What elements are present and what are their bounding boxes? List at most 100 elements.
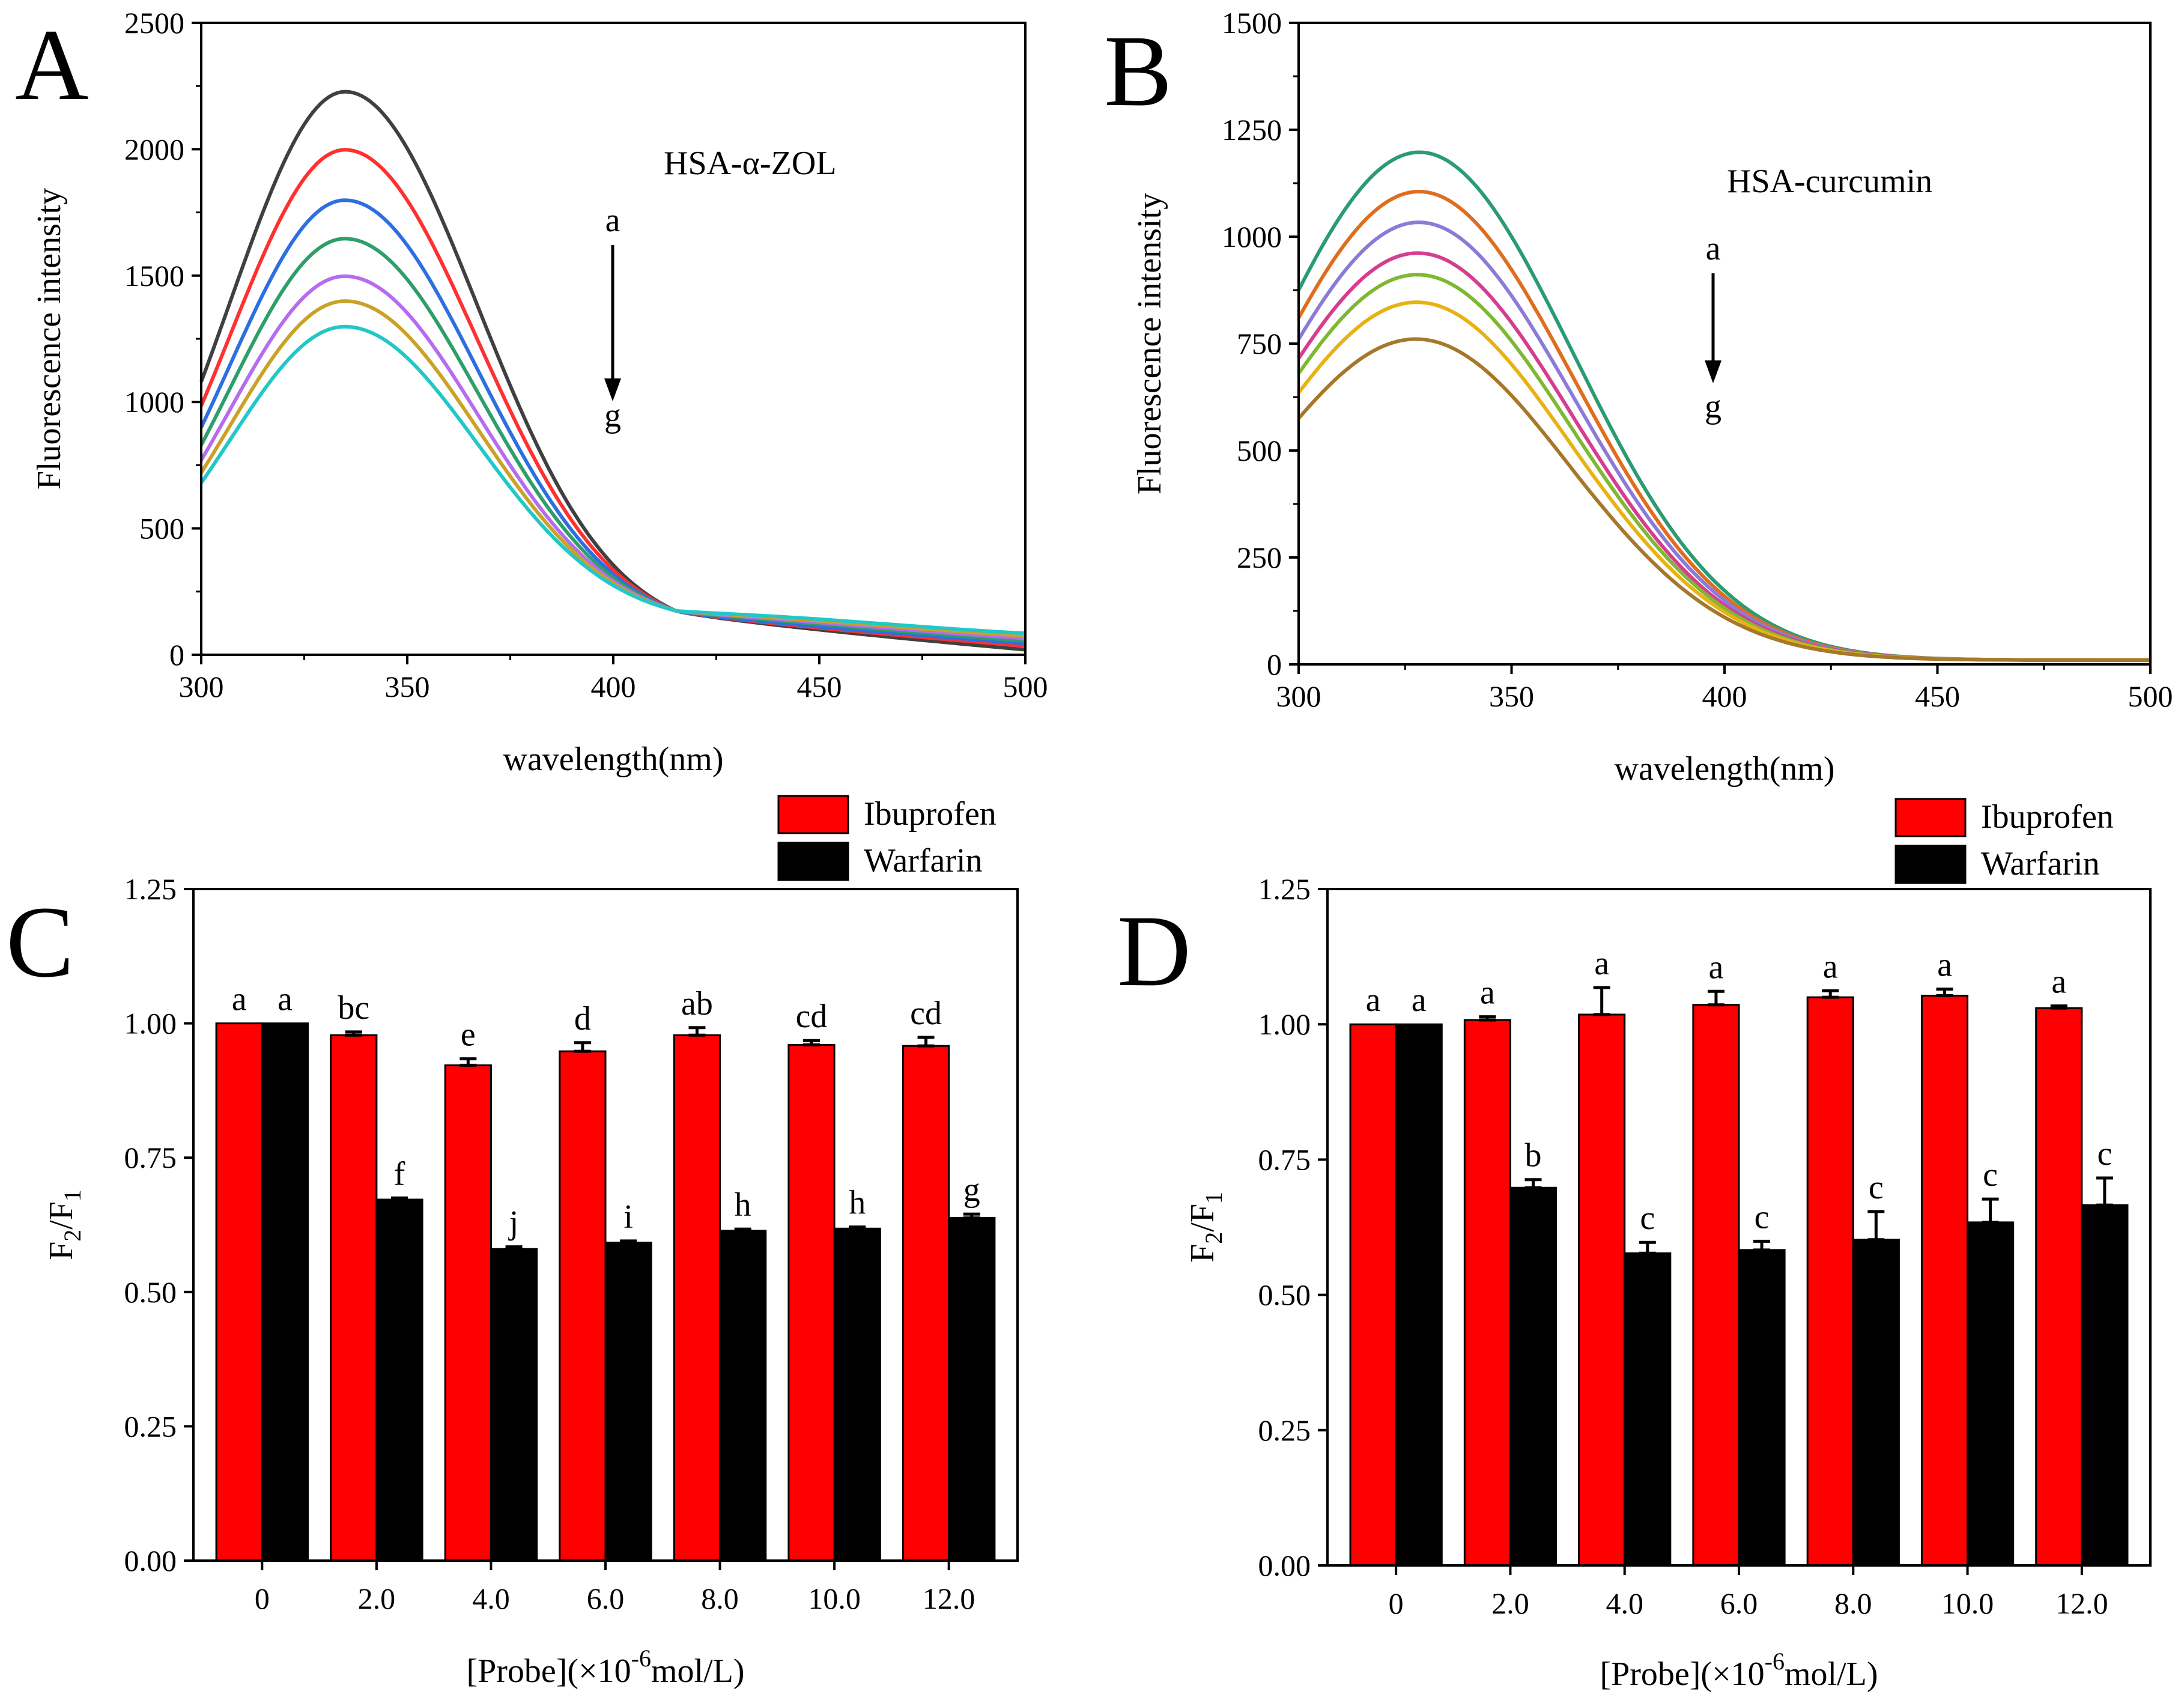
- panel-b-ytick-label: 1500: [1222, 6, 1282, 40]
- panel-a-xtick-label: 350: [385, 670, 430, 703]
- panel-a-series-g: [199, 324, 1026, 636]
- panel-c-bar-ibuprofen-2: [444, 1064, 492, 1562]
- panel-d-xtick-label: 2.0: [1491, 1586, 1529, 1620]
- panel-b-xtick-label: 400: [1702, 679, 1747, 713]
- panel-d-sig-letter-ibuprofen-4: a: [1823, 948, 1838, 985]
- panel-c-ytick-label: 0.50: [124, 1275, 177, 1309]
- panel-d-xtick-label: 12.0: [2055, 1586, 2108, 1620]
- panel-c-ylabel-main: F: [43, 1242, 80, 1260]
- panel-b-arrow-head: [1705, 360, 1721, 383]
- panel-c-xtick-label: 2.0: [358, 1582, 396, 1615]
- panel-d-bar-ibuprofen-6: [2035, 1007, 2083, 1567]
- panel-d-sig-letter-warfarin-0: a: [1412, 982, 1427, 1019]
- panel-d-xlabel: [Probe](×10-6mol/L): [1600, 1648, 1878, 1693]
- panel-d-bar-ibuprofen-2: [1578, 1013, 1626, 1567]
- panel-d-ylabel-sub2: 1: [1200, 1192, 1227, 1204]
- panel-c-ylabel-sub2: 1: [59, 1189, 86, 1201]
- panel-c-sig-letter-warfarin-4: h: [735, 1186, 751, 1224]
- panel-d-bar-ibuprofen-3: [1692, 1004, 1740, 1567]
- panel-c-sig-letter-ibuprofen-4: ab: [681, 985, 713, 1022]
- panel-d-sig-letter-warfarin-5: c: [1983, 1156, 1998, 1194]
- panel-b: 0 250 500 750 1000 1250 1500 300 350 400 450 500 wav…: [1104, 6, 2173, 788]
- panel-d-sig-letter-warfarin-2: c: [1640, 1200, 1655, 1237]
- panel-d-ylabel-sub1: 2: [1200, 1232, 1227, 1244]
- panel-c-xtick-label: 8.0: [701, 1582, 739, 1615]
- panel-d-bar-warfarin-2: [1624, 1252, 1672, 1567]
- panel-d-xlabel-main: [Probe]: [1600, 1656, 1700, 1693]
- panel-c-sig-letter-warfarin-0: a: [278, 981, 293, 1018]
- panel-a-xtick-label: 400: [591, 670, 636, 703]
- panel-c-sig-letter-ibuprofen-0: a: [232, 981, 247, 1018]
- panel-c-sig-letter-warfarin-6: g: [963, 1171, 980, 1209]
- panel-d-ytick-label: 0.00: [1258, 1549, 1311, 1582]
- panel-c-bar-ibuprofen-6: [902, 1045, 950, 1562]
- panel-c-legend-label-warfarin: Warfarin: [864, 842, 983, 879]
- panel-b-ytick-label: 1000: [1222, 220, 1282, 253]
- panel-a-arrow-label-end: g: [604, 397, 621, 434]
- panel-a-ytick-label: 0: [169, 638, 184, 672]
- panel-c-sig-letter-ibuprofen-6: cd: [910, 995, 942, 1032]
- panel-c-xlabel-unit-post: mol/L): [651, 1653, 745, 1690]
- panel-d-legend-label-warfarin: Warfarin: [1981, 845, 2100, 882]
- panel-a-xtick-label: 500: [1003, 670, 1048, 703]
- panel-c-bar-ibuprofen-4: [673, 1034, 721, 1562]
- panel-b-xlabel: wavelength(nm): [1615, 750, 1835, 788]
- panel-b-ytick-label: 1250: [1222, 113, 1282, 147]
- panel-c-bar-ibuprofen-0: [215, 1022, 263, 1562]
- panel-c-legend-swatch-warfarin: [777, 842, 849, 881]
- panel-c-legend-label-ibuprofen: Ibuprofen: [864, 795, 996, 833]
- panel-b-series-a: [1297, 150, 2150, 662]
- panel-c-bar-warfarin-4: [719, 1230, 767, 1562]
- panel-a-ytick-label: 1500: [124, 259, 184, 293]
- panel-d-xtick-label: 0: [1389, 1586, 1404, 1620]
- panel-d-bar-ibuprofen-1: [1463, 1019, 1511, 1567]
- panel-d-plot-frame: [1326, 888, 2152, 1567]
- panel-d-bar-warfarin-5: [1967, 1221, 2015, 1567]
- panel-d-ylabel-sep: /F: [1184, 1204, 1221, 1232]
- panel-d-bar-warfarin-4: [1852, 1239, 1900, 1567]
- panel-b-xtick-label: 500: [2128, 679, 2173, 713]
- panel-a-ytick-label: 2500: [124, 6, 184, 40]
- panel-a-xlabel: wavelength(nm): [503, 741, 724, 778]
- panel-a-series-f: [199, 299, 1026, 638]
- panel-d-xtick-label: 8.0: [1834, 1586, 1872, 1620]
- panel-c-ytick-label: 0.00: [124, 1544, 177, 1577]
- panel-a-plot-frame: [200, 22, 1027, 656]
- panel-d-bar-warfarin-6: [2081, 1204, 2129, 1567]
- panel-d-bar-warfarin-1: [1509, 1186, 1558, 1567]
- panel-b-xtick-label: 450: [1915, 679, 1960, 713]
- panel-b-letter: B: [1104, 14, 1172, 127]
- panel-d-bar-warfarin-0: [1395, 1023, 1443, 1567]
- panel-d-bar-ibuprofen-4: [1806, 996, 1854, 1567]
- panel-d: a a0ab2.0ac4.0ac6.0ac8.0ac10.0ac12.00.000…: [1117, 798, 2129, 1693]
- panel-c-xtick-label: 12.0: [923, 1582, 975, 1615]
- panel-a-xtick-label: 300: [179, 670, 224, 703]
- panel-c-sig-letter-warfarin-3: i: [623, 1198, 633, 1236]
- panel-d-ytick-label: 1.25: [1258, 872, 1311, 906]
- panel-c-ylabel-sep: /F: [43, 1201, 80, 1230]
- panel-d-bar-ibuprofen-0: [1349, 1023, 1397, 1567]
- panel-b-series-g: [1297, 337, 2150, 662]
- panel-a-arrow-head: [604, 378, 621, 401]
- panel-d-xtick-label: 6.0: [1720, 1586, 1758, 1620]
- panel-c-bar-warfarin-1: [375, 1198, 423, 1562]
- panel-c-xlabel-exponent: -6: [631, 1645, 651, 1672]
- panel-d-ytick-label: 0.25: [1258, 1413, 1311, 1447]
- panel-d-legend-label-ibuprofen: Ibuprofen: [1981, 798, 2114, 836]
- panel-a-series-e: [199, 274, 1026, 640]
- panel-c-bar-ibuprofen-5: [787, 1043, 836, 1562]
- panel-c-sig-letter-warfarin-1: f: [394, 1155, 405, 1192]
- panel-d-sig-letter-ibuprofen-1: a: [1480, 974, 1495, 1012]
- panel-a-annotation: HSA-α-ZOL: [664, 145, 837, 182]
- panel-c-ytick-label: 1.00: [124, 1007, 177, 1040]
- panel-a-letter: A: [15, 8, 89, 121]
- panel-d-sig-letter-ibuprofen-6: a: [2051, 964, 2066, 1001]
- panel-c-xtick-label: 0: [255, 1582, 270, 1615]
- panel-c-bar-ibuprofen-3: [559, 1050, 607, 1562]
- panel-d-xlabel-unit: (×10: [1700, 1656, 1764, 1693]
- panel-b-ytick-label: 0: [1267, 648, 1282, 681]
- panel-d-legend-swatch-ibuprofen: [1894, 798, 1967, 837]
- panel-d-sig-letter-ibuprofen-3: a: [1709, 949, 1724, 986]
- panel-d-sig-letter-ibuprofen-0: a: [1366, 982, 1381, 1019]
